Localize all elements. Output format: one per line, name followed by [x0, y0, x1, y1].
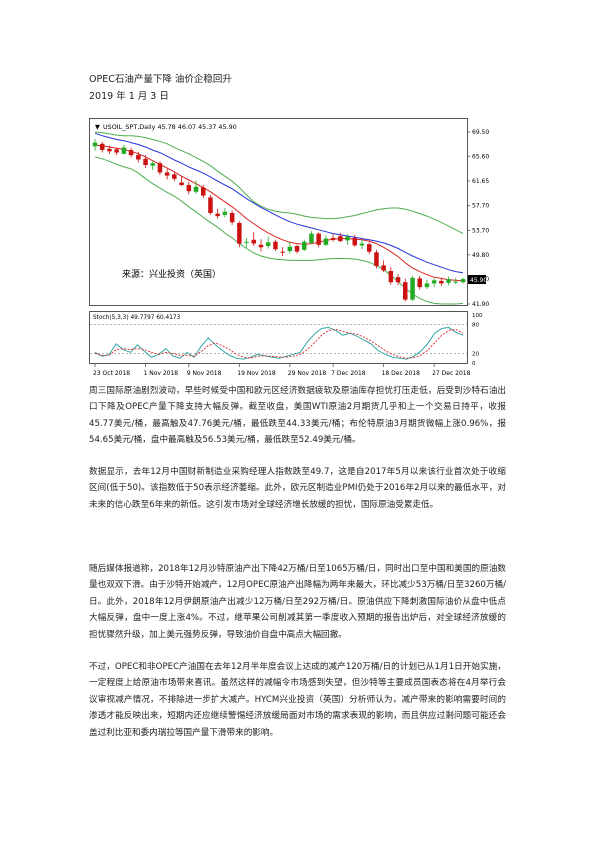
candle-body: [186, 185, 192, 192]
red-moving-average-line: [94, 144, 464, 282]
time-axis-label: 9 Nov 2018: [187, 370, 222, 377]
candle-body: [388, 271, 394, 283]
candle-body: [374, 252, 379, 266]
candle-body: [287, 246, 293, 252]
price-axis-label: 61.65: [472, 178, 489, 185]
candle-body: [359, 243, 365, 246]
paragraph-1: 周三国际原油剧烈波动，早些时候受中国和欧元区经济数据疲软及原油库存担忧打压走低，…: [89, 386, 506, 446]
candle-body: [403, 282, 408, 300]
candle-body: [164, 172, 170, 176]
stoch-axis-label: 100: [472, 313, 483, 319]
candle-body: [265, 242, 271, 246]
price-layer: [92, 131, 466, 305]
candle-body: [381, 265, 386, 271]
candle-body: [193, 186, 199, 192]
blue-moving-average-line: [94, 132, 464, 274]
candle-body: [100, 143, 105, 150]
candle-body: [345, 236, 350, 241]
candle-body: [431, 280, 437, 284]
bollinger-lower-line: [94, 156, 464, 305]
time-axis-label: 29 Nov 2018: [288, 370, 327, 377]
candle-body: [410, 277, 415, 300]
candle-body: [258, 244, 264, 248]
candle-body: [424, 283, 430, 288]
price-axis-label: 41.90: [472, 301, 489, 308]
price-axis-label: 69.50: [472, 129, 489, 136]
candle-body: [136, 155, 141, 160]
candle-body: [222, 211, 228, 215]
candle-body: [280, 251, 285, 253]
candle-body: [367, 244, 372, 252]
candle-body: [338, 236, 343, 242]
time-axis-label: 23 Oct 2018: [93, 370, 130, 377]
time-axis-label: 1 Nov 2018: [144, 370, 179, 377]
article-date: 2019 年 1 月 3 日: [89, 91, 169, 102]
candle-body: [143, 158, 148, 165]
candle-body: [121, 147, 127, 154]
candle-body: [323, 238, 329, 245]
stoch-k-line: [94, 327, 464, 360]
candle-body: [273, 241, 278, 250]
candle-body: [229, 213, 235, 223]
candle-body: [294, 246, 300, 252]
candle-body: [251, 239, 256, 244]
symbol-header: USOIL_SPT,Daily 45.78 46.07 45.37 45.90: [103, 123, 237, 131]
price-axis-label: 57.70: [472, 203, 489, 210]
candle-body: [150, 163, 155, 166]
stoch-d-line: [94, 328, 464, 359]
stoch-panel-frame: [89, 311, 468, 364]
candle-body: [309, 233, 314, 243]
last-price-label: 45.90: [470, 277, 487, 284]
chart-watermark: 来源：兴业投资（英国）: [122, 268, 221, 280]
paragraph-2: 数据显示，去年12月中国财新制造业采购经理人指数跌至49.7，这是自2017年5…: [89, 467, 506, 510]
candle-body: [237, 223, 242, 244]
stoch-axis-label: 0: [472, 361, 476, 367]
time-axis-label: 18 Dec 2018: [382, 370, 421, 377]
candle-body: [330, 237, 336, 240]
price-axis-label: 53.70: [472, 228, 489, 235]
candle-body: [179, 182, 184, 185]
candle-body: [395, 277, 401, 283]
stoch-layer: 100 80 20 0: [90, 313, 483, 367]
candle-body: [352, 237, 357, 246]
stoch-axis-label: 80: [472, 323, 479, 329]
stoch-header: Stoch(5,3,3) 49.7797 60.4173: [93, 315, 181, 321]
candle-body: [453, 281, 458, 283]
price-axis-label: 49.80: [472, 252, 489, 259]
candle-body: [92, 142, 98, 147]
candle-body: [302, 241, 307, 250]
stoch-axis-label: 20: [472, 351, 479, 357]
candle-body: [128, 150, 134, 156]
candle-body: [201, 187, 206, 196]
candle-body: [460, 279, 466, 283]
chart-svg: 100 80 20 0 69.50 65.60 61.65 57.70 53.70 49.80 4…: [89, 118, 489, 377]
candle-body: [172, 174, 177, 179]
paragraph-4: 不过，OPEC和非OPEC产油国在去年12月半年度会议上达成的减产120万桶/日…: [89, 662, 506, 738]
candle-body: [208, 197, 213, 213]
symbol-header-arrow: ▼: [95, 123, 100, 131]
paragraph-3: 随后媒体报道称，2018年12月沙特原油产出下降42万桶/日至1065万桶/日，…: [89, 564, 506, 640]
price-axis-label: 65.60: [472, 153, 489, 160]
time-axis-label: 27 Dec 2018: [432, 370, 471, 377]
bollinger-upper-line: [94, 131, 464, 235]
candle-body: [439, 280, 444, 284]
time-axis-label: 7 Dec 2018: [331, 370, 366, 377]
candle-body: [114, 149, 119, 153]
candle-body: [107, 148, 112, 152]
article-title: OPEC石油产量下降 油价企稳回升: [89, 74, 232, 85]
candle-body: [157, 163, 163, 173]
candle-body: [244, 241, 249, 243]
oil-price-chart: 100 80 20 0 69.50 65.60 61.65 57.70 53.70 49.80 4…: [89, 118, 505, 381]
candle-body: [316, 233, 321, 245]
candle-body: [215, 213, 220, 217]
candle-body: [446, 279, 451, 283]
last-price-box: [468, 275, 486, 284]
candle-body: [417, 278, 422, 288]
time-axis-label: 19 Nov 2018: [237, 370, 276, 377]
